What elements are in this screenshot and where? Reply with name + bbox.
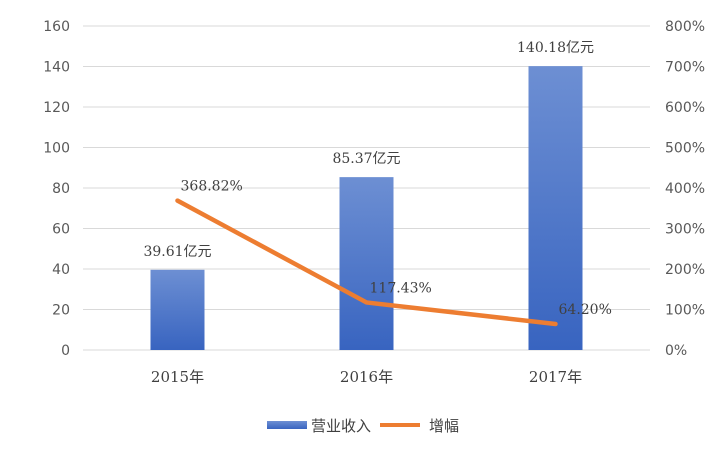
revenue-data-labels: 39.61亿元 85.37亿元 140.18亿元 — [143, 40, 594, 260]
y-right-tick-label: 500% — [665, 141, 705, 157]
y-left-tick-label: 120 — [43, 100, 70, 116]
right-axis-ticks: 0% 100% 200% 300% 400% 500% 600% 700% 800% — [665, 19, 705, 359]
legend: 营业收入 增幅 — [267, 417, 459, 435]
legend-label-growth: 增幅 — [429, 417, 459, 435]
revenue-data-label: 140.18亿元 — [517, 40, 594, 56]
growth-data-labels: 368.82% 117.43% 64.20% — [181, 179, 612, 318]
category-label: 2016年 — [340, 368, 393, 386]
y-left-tick-label: 80 — [52, 181, 70, 197]
growth-point — [553, 321, 558, 326]
y-right-tick-label: 800% — [665, 19, 705, 35]
growth-data-label: 64.20% — [559, 302, 612, 318]
y-left-tick-label: 140 — [43, 60, 70, 76]
category-label: 2017年 — [529, 368, 582, 386]
y-right-tick-label: 700% — [665, 60, 705, 76]
revenue-bar — [339, 177, 394, 350]
category-labels: 2015年 2016年 2017年 — [151, 368, 582, 386]
y-left-tick-label: 160 — [43, 19, 70, 35]
y-right-tick-label: 100% — [665, 303, 705, 319]
legend-swatch-revenue — [267, 421, 307, 429]
growth-data-label: 117.43% — [370, 280, 432, 296]
y-right-tick-label: 600% — [665, 100, 705, 116]
y-left-tick-label: 100 — [43, 141, 70, 157]
revenue-data-label: 85.37亿元 — [332, 151, 400, 167]
y-right-tick-label: 0% — [665, 343, 687, 359]
revenue-data-label: 39.61亿元 — [143, 244, 211, 260]
left-axis-ticks: 0 20 40 60 80 100 120 140 160 — [43, 19, 70, 359]
growth-point — [175, 198, 180, 203]
y-left-tick-label: 0 — [61, 343, 70, 359]
revenue-bar — [150, 269, 205, 350]
revenue-bars — [150, 66, 583, 350]
legend-label-revenue: 营业收入 — [311, 417, 371, 435]
category-label: 2015年 — [151, 368, 204, 386]
growth-point — [364, 300, 369, 305]
y-left-tick-label: 60 — [52, 222, 70, 238]
y-left-tick-label: 40 — [52, 262, 70, 278]
y-right-tick-label: 400% — [665, 181, 705, 197]
y-right-tick-label: 300% — [665, 222, 705, 238]
growth-line — [175, 198, 558, 327]
y-right-tick-label: 200% — [665, 262, 705, 278]
revenue-bar — [528, 66, 583, 350]
growth-data-label: 368.82% — [181, 179, 243, 195]
y-left-tick-label: 20 — [52, 303, 70, 319]
